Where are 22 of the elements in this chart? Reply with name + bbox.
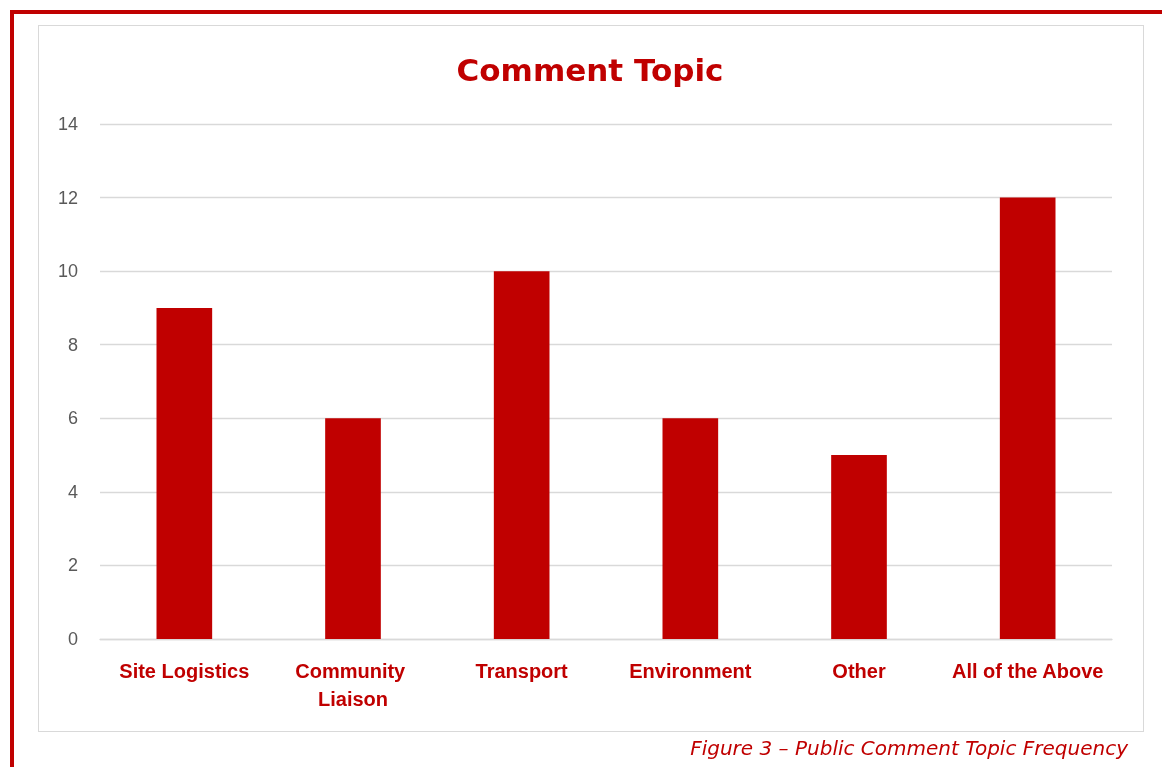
x-tick-label: Transport [475,660,569,682]
bar [156,307,213,639]
bar [325,418,381,639]
y-tick-label: 10 [57,261,78,282]
y-tick-label: 12 [57,187,78,208]
bar [831,455,887,639]
x-tick-label: Other [832,660,886,682]
y-tick-label: 4 [67,481,78,502]
y-tick-label: 2 [67,555,78,576]
x-tick-label: All of the Above [951,660,1104,682]
bar [493,271,550,639]
caption: Figure 3 – Public Comment Topic Frequency [690,736,1128,760]
bar [999,197,1056,639]
x-tick-label: Community Liaison [295,660,411,710]
bar [662,418,719,639]
chart-title: Comment Topic [456,51,724,88]
y-tick-label: 14 [57,114,78,134]
y-tick-label: 8 [67,334,78,355]
y-tick-label: 6 [67,408,78,429]
y-tick-label: 0 [67,629,78,649]
x-tick-label: Site Logistics [119,660,250,682]
x-tick-label: Environment [629,660,752,682]
